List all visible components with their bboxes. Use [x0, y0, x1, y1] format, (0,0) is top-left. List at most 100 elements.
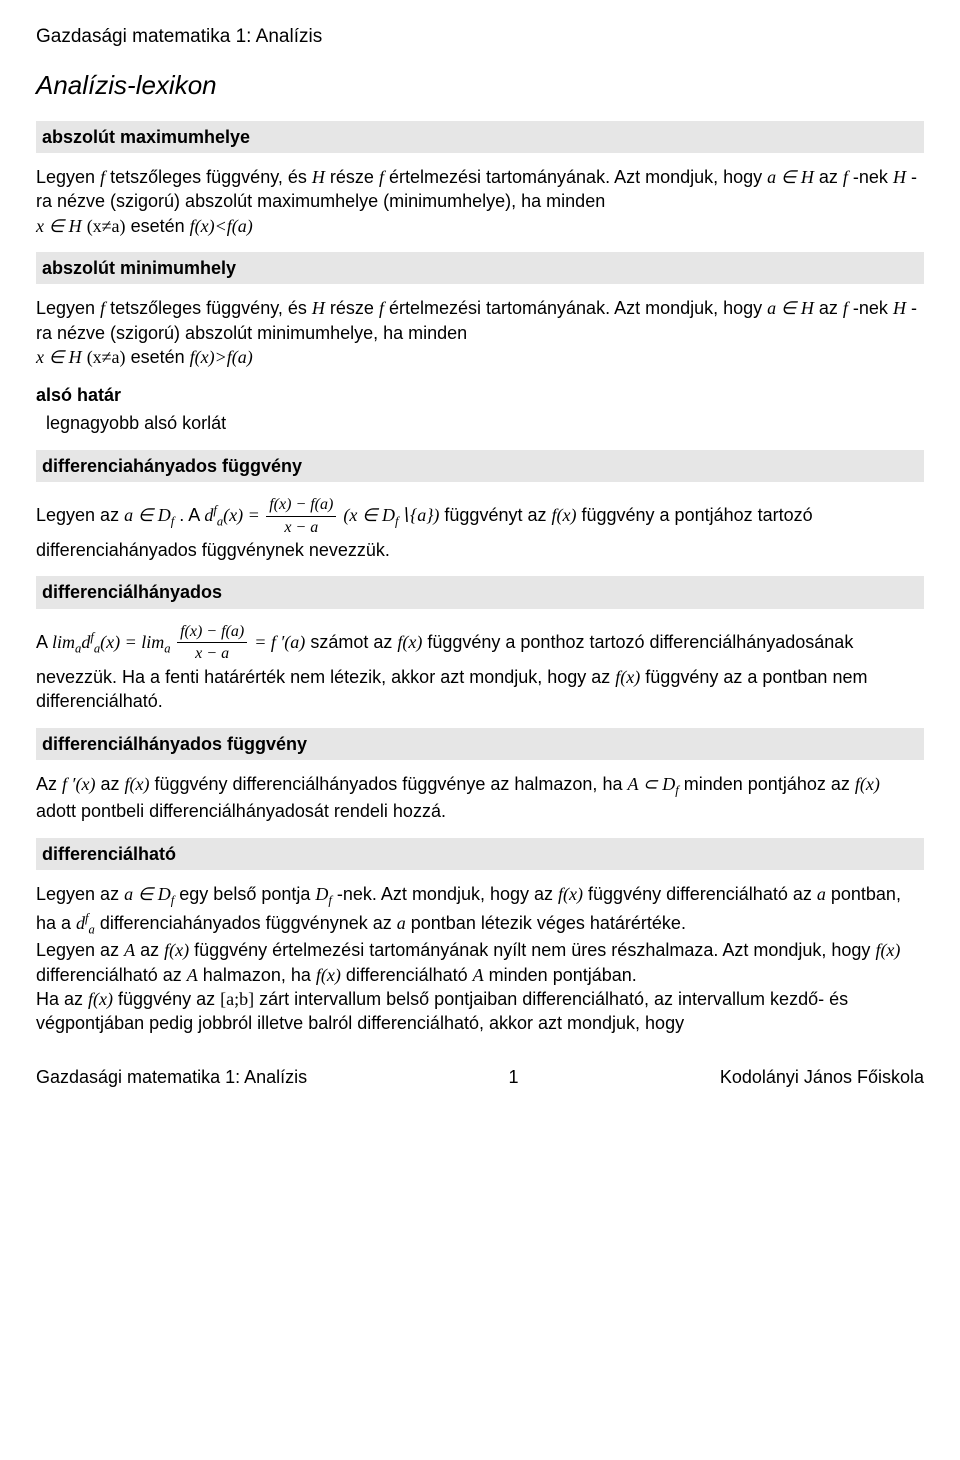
section-head-also: alsó határ	[36, 383, 924, 407]
math-A: A	[187, 965, 198, 985]
t: Legyen az	[36, 505, 124, 525]
t: Az	[36, 774, 62, 794]
math-f: f	[100, 298, 105, 318]
math-dfa2: dfa	[76, 913, 95, 933]
t: függvény differenciálhányados függvénye …	[154, 774, 627, 794]
t: része	[330, 167, 379, 187]
t: az	[819, 167, 843, 187]
para-diffable: Legyen az a ∈ Df egy belső pontja Df -ne…	[36, 882, 924, 1035]
math-AsubDf: A ⊂ Df	[627, 774, 678, 794]
footer-page-number: 1	[509, 1065, 519, 1089]
math-H: H	[312, 298, 325, 318]
t: része	[330, 298, 379, 318]
t: függvény értelmezési tartományának nyílt…	[194, 940, 875, 960]
doc-header: Gazdasági matematika 1: Analízis	[36, 24, 924, 50]
page-title: Analízis-lexikon	[36, 68, 924, 103]
section-head-absmax: abszolút maximumhelye	[36, 121, 924, 153]
t: esetén	[131, 216, 190, 236]
t: -nek	[853, 167, 893, 187]
para-diffhfv2: Az f ′(x) az f(x) függvény differenciálh…	[36, 772, 924, 824]
math-H: H	[893, 167, 906, 187]
section-head-absmin: abszolút minimumhely	[36, 252, 924, 284]
math-H: H	[312, 167, 325, 187]
t: tetszőleges függvény, és	[110, 167, 312, 187]
math-dfa: dfa(x) =	[204, 505, 264, 525]
t: Legyen	[36, 167, 100, 187]
math-aInH: a ∈ H	[767, 298, 814, 318]
para-diffh: A limadfa(x) = lima f(x) − f(a)x − a = f…	[36, 621, 924, 714]
math-aInDf: a ∈ Df	[124, 505, 174, 525]
t: A	[36, 632, 52, 652]
t: tetszőleges függvény, és	[110, 298, 312, 318]
math-f: f	[843, 298, 848, 318]
math-f: f	[379, 298, 384, 318]
para-absmin: Legyen f tetszőleges függvény, és H rész…	[36, 296, 924, 369]
t: Legyen az	[36, 884, 124, 904]
math-xInH: x ∈ H	[36, 216, 82, 236]
math-A: A	[124, 940, 135, 960]
para-also: legnagyobb alsó korlát	[46, 411, 924, 435]
t: differenciahányados függvénynek az	[100, 913, 397, 933]
t: függvény differenciálható az	[588, 884, 817, 904]
math-a: a	[397, 913, 406, 933]
t: Legyen az	[36, 940, 124, 960]
math-domain: (x ∈ Df∖{a})	[343, 505, 439, 525]
t: Legyen	[36, 298, 100, 318]
math-fx: f(x)	[164, 940, 189, 960]
math-A: A	[473, 965, 484, 985]
para-absmax: Legyen f tetszőleges függvény, és H rész…	[36, 165, 924, 238]
math-f: f	[379, 167, 384, 187]
section-head-diffable: differenciálható	[36, 838, 924, 870]
t: . A	[179, 505, 204, 525]
section-head-diffh: differenciálhányados	[36, 576, 924, 608]
math-H: H	[893, 298, 906, 318]
t: esetén	[131, 347, 190, 367]
t: az	[140, 940, 164, 960]
math-a: a	[817, 884, 826, 904]
math-fx: f(x)	[615, 667, 640, 687]
math-fx: f(x)	[875, 940, 900, 960]
math-interval: [a;b]	[220, 989, 254, 1009]
t: az	[819, 298, 843, 318]
t: -nek. Azt mondjuk, hogy az	[337, 884, 558, 904]
math-xneq: (x≠a)	[87, 347, 126, 367]
page-footer: Gazdasági matematika 1: Analízis 1 Kodol…	[36, 1065, 924, 1089]
t: Ha az	[36, 989, 88, 1009]
section-head-diffhfv: differenciahányados függvény	[36, 450, 924, 482]
t: pontban létezik véges határértéke.	[411, 913, 686, 933]
math-limexpr: limadfa(x) = lima	[52, 632, 175, 652]
t: számot az	[310, 632, 397, 652]
para-diffhfv: Legyen az a ∈ Df . A dfa(x) = f(x) − f(a…	[36, 494, 924, 562]
math-fx: f(x)	[316, 965, 341, 985]
math-fx: f(x)	[397, 632, 422, 652]
math-Df: Df	[315, 884, 332, 904]
math-frac: f(x) − f(a)x − a	[266, 494, 336, 538]
footer-right: Kodolányi János Főiskola	[720, 1065, 924, 1089]
math-eq-fprime: = f ′(a)	[254, 632, 305, 652]
section-head-diffhfv2: differenciálhányados függvény	[36, 728, 924, 760]
t: értelmezési tartományának. Azt mondjuk, …	[389, 298, 767, 318]
t: függvény az	[118, 989, 220, 1009]
math-fgta: f(x)>f(a)	[190, 347, 253, 367]
t: halmazon, ha	[203, 965, 316, 985]
t: függvényt az	[444, 505, 551, 525]
t: minden pontjában.	[489, 965, 637, 985]
math-frac: f(x) − f(a)x − a	[177, 621, 247, 665]
t: az	[100, 774, 124, 794]
t: adott pontbeli differenciálhányadosát re…	[36, 801, 446, 821]
t: differenciálható	[346, 965, 473, 985]
math-xInH: x ∈ H	[36, 347, 82, 367]
math-fprimex: f ′(x)	[62, 774, 95, 794]
t: differenciálható az	[36, 965, 187, 985]
math-fx: f(x)	[855, 774, 880, 794]
footer-left: Gazdasági matematika 1: Analízis	[36, 1065, 307, 1089]
math-aInH: a ∈ H	[767, 167, 814, 187]
t: -nek	[853, 298, 893, 318]
t: minden pontjához az	[684, 774, 855, 794]
math-f: f	[100, 167, 105, 187]
t: értelmezési tartományának. Azt mondjuk, …	[389, 167, 767, 187]
math-fx: f(x)	[551, 505, 576, 525]
math-fx: f(x)	[558, 884, 583, 904]
math-fx: f(x)	[124, 774, 149, 794]
math-f: f	[843, 167, 848, 187]
